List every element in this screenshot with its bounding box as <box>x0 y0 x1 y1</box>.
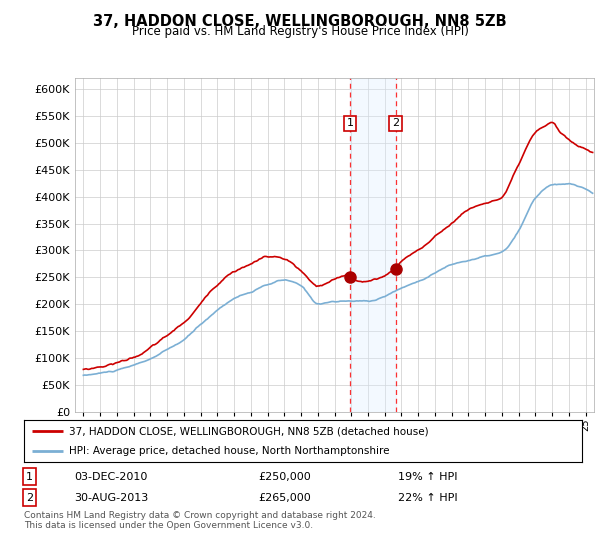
Text: 1: 1 <box>346 118 353 128</box>
Text: 2: 2 <box>26 493 33 502</box>
Text: Contains HM Land Registry data © Crown copyright and database right 2024.
This d: Contains HM Land Registry data © Crown c… <box>24 511 376 530</box>
Text: Price paid vs. HM Land Registry's House Price Index (HPI): Price paid vs. HM Land Registry's House … <box>131 25 469 38</box>
Text: £250,000: £250,000 <box>259 472 311 482</box>
Text: HPI: Average price, detached house, North Northamptonshire: HPI: Average price, detached house, Nort… <box>68 446 389 456</box>
Text: 30-AUG-2013: 30-AUG-2013 <box>74 493 148 502</box>
Text: 22% ↑ HPI: 22% ↑ HPI <box>398 493 457 502</box>
Text: 03-DEC-2010: 03-DEC-2010 <box>74 472 148 482</box>
Text: 37, HADDON CLOSE, WELLINGBOROUGH, NN8 5ZB (detached house): 37, HADDON CLOSE, WELLINGBOROUGH, NN8 5Z… <box>68 426 428 436</box>
Text: £265,000: £265,000 <box>259 493 311 502</box>
Text: 2: 2 <box>392 118 400 128</box>
Text: 37, HADDON CLOSE, WELLINGBOROUGH, NN8 5ZB: 37, HADDON CLOSE, WELLINGBOROUGH, NN8 5Z… <box>93 14 507 29</box>
Bar <box>350 78 396 412</box>
Text: 1: 1 <box>26 472 33 482</box>
Text: 19% ↑ HPI: 19% ↑ HPI <box>398 472 457 482</box>
